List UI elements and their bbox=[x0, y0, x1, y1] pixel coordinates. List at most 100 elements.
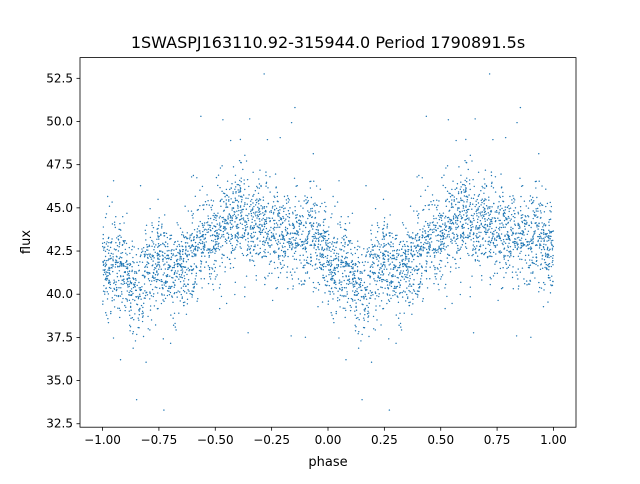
data-point bbox=[262, 243, 264, 246]
data-point bbox=[550, 240, 553, 242]
data-point bbox=[154, 274, 157, 276]
data-point bbox=[173, 286, 175, 288]
data-point bbox=[392, 250, 394, 252]
data-point bbox=[487, 212, 490, 214]
data-point bbox=[180, 269, 182, 272]
data-point bbox=[385, 233, 387, 236]
data-point bbox=[161, 284, 163, 286]
data-point bbox=[543, 223, 546, 225]
data-point bbox=[276, 195, 279, 198]
data-point bbox=[537, 239, 540, 241]
data-point bbox=[458, 249, 460, 251]
data-point bbox=[215, 247, 218, 250]
data-point bbox=[427, 204, 430, 206]
data-point bbox=[337, 265, 340, 267]
data-point bbox=[139, 287, 142, 289]
data-point bbox=[494, 229, 496, 232]
data-point bbox=[241, 234, 244, 236]
data-point bbox=[450, 226, 452, 228]
data-point bbox=[513, 197, 515, 200]
data-point bbox=[105, 279, 108, 281]
y-tick-label: 47.5 bbox=[46, 158, 73, 172]
data-point bbox=[202, 247, 205, 249]
data-point bbox=[475, 210, 477, 213]
data-point bbox=[359, 313, 361, 315]
data-point bbox=[382, 308, 384, 310]
data-point bbox=[374, 245, 376, 247]
data-point bbox=[292, 246, 294, 248]
data-point bbox=[154, 286, 157, 288]
data-point bbox=[126, 268, 129, 270]
data-point bbox=[403, 278, 405, 280]
data-point bbox=[234, 181, 237, 183]
data-point bbox=[339, 224, 341, 226]
data-point bbox=[219, 226, 222, 228]
data-point bbox=[386, 293, 388, 295]
data-point bbox=[455, 216, 457, 218]
data-point bbox=[418, 174, 420, 177]
data-point bbox=[225, 242, 228, 244]
data-point bbox=[153, 279, 155, 282]
data-point bbox=[304, 238, 307, 240]
data-point bbox=[550, 231, 552, 234]
data-point bbox=[122, 240, 125, 243]
data-point bbox=[438, 218, 441, 221]
data-point bbox=[239, 189, 241, 191]
data-point bbox=[336, 267, 339, 269]
data-point bbox=[447, 220, 449, 223]
data-point bbox=[269, 219, 271, 222]
data-point bbox=[128, 283, 131, 285]
data-point bbox=[258, 224, 260, 226]
data-point bbox=[512, 215, 514, 218]
data-point bbox=[192, 287, 195, 289]
data-point bbox=[296, 233, 298, 236]
data-point bbox=[335, 246, 337, 249]
data-point bbox=[270, 226, 272, 229]
data-point bbox=[530, 239, 533, 242]
data-point bbox=[271, 299, 274, 302]
data-point bbox=[547, 246, 549, 249]
data-point bbox=[406, 293, 408, 296]
data-point bbox=[356, 240, 359, 242]
data-point bbox=[120, 287, 122, 289]
data-point bbox=[359, 286, 362, 288]
data-point bbox=[107, 245, 109, 247]
data-point bbox=[292, 232, 294, 234]
data-point bbox=[482, 187, 484, 189]
data-point bbox=[550, 255, 552, 258]
data-point bbox=[223, 227, 225, 229]
data-point bbox=[123, 281, 125, 283]
data-point bbox=[224, 228, 226, 230]
data-point bbox=[184, 271, 186, 274]
data-point bbox=[116, 272, 118, 275]
data-point bbox=[203, 243, 206, 246]
data-point bbox=[384, 266, 386, 268]
data-point bbox=[331, 279, 333, 281]
data-point bbox=[162, 299, 164, 301]
data-point bbox=[354, 283, 356, 285]
data-point bbox=[469, 232, 471, 234]
data-point bbox=[502, 226, 505, 228]
data-point bbox=[234, 234, 236, 236]
data-point bbox=[239, 246, 241, 248]
x-tick-label: −0.50 bbox=[197, 433, 234, 447]
data-point bbox=[301, 244, 304, 247]
data-point bbox=[255, 199, 257, 202]
data-point bbox=[288, 199, 290, 201]
data-point bbox=[527, 207, 530, 209]
data-point bbox=[469, 188, 471, 191]
data-point bbox=[347, 279, 349, 281]
data-point bbox=[312, 203, 315, 205]
data-point bbox=[144, 290, 146, 292]
data-point bbox=[340, 259, 342, 261]
data-point bbox=[465, 181, 468, 183]
data-point bbox=[273, 226, 276, 229]
data-point bbox=[107, 269, 109, 271]
data-point bbox=[520, 239, 522, 241]
data-point bbox=[161, 293, 163, 295]
data-point bbox=[255, 215, 257, 217]
data-point bbox=[216, 235, 218, 237]
data-point bbox=[475, 200, 477, 202]
data-point bbox=[300, 223, 302, 225]
data-point bbox=[485, 247, 487, 250]
